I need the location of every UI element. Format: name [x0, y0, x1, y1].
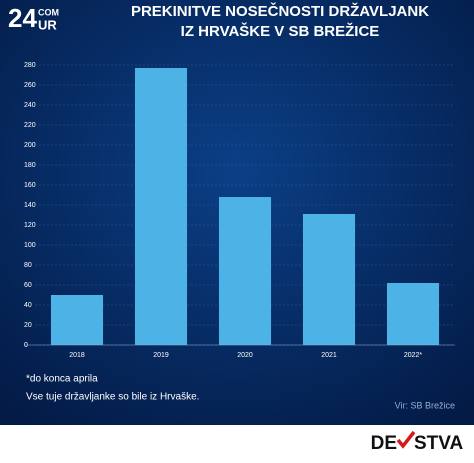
chart-title: PREKINITVE NOSEČNOSTI DRŽAVLJANK: [131, 2, 429, 20]
brand-check: [396, 430, 416, 449]
logo-bottom: UR: [38, 17, 57, 32]
chart-title: IZ HRVAŠKE V SB BREŽICE: [181, 22, 380, 40]
y-tick-label: 200: [24, 142, 36, 149]
y-tick-label: 60: [24, 282, 32, 289]
y-tick-label: 120: [24, 222, 36, 229]
bar: [218, 197, 272, 345]
y-tick-label: 80: [24, 262, 32, 269]
footer-bar: [0, 425, 474, 463]
source: Vir: SB Brežice: [395, 400, 455, 410]
x-tick-label: 2022*: [404, 352, 423, 359]
bar: [302, 214, 356, 345]
brand-left: DE: [371, 433, 397, 454]
y-tick-label: 160: [24, 182, 36, 189]
note: Vse tuje državljanke so bile iz Hrvaške.: [26, 392, 199, 403]
y-tick-label: 0: [24, 342, 28, 349]
bar: [134, 68, 188, 345]
y-tick-label: 140: [24, 202, 36, 209]
footnote: *do konca aprila: [26, 374, 98, 385]
logo-number: 24: [8, 3, 37, 33]
x-tick-label: 2021: [321, 352, 337, 359]
y-tick-label: 20: [24, 322, 32, 329]
brand-right: STVA: [414, 433, 464, 454]
y-tick-label: 260: [24, 82, 36, 89]
y-tick-label: 100: [24, 242, 36, 249]
y-tick-label: 220: [24, 122, 36, 129]
y-tick-label: 180: [24, 162, 36, 169]
y-tick-label: 240: [24, 102, 36, 109]
y-tick-label: 40: [24, 302, 32, 309]
x-tick-label: 2019: [153, 352, 169, 359]
bar: [386, 283, 440, 345]
x-tick-label: 2020: [237, 352, 253, 359]
logo-top: COM: [38, 7, 59, 17]
x-tick-label: 2018: [69, 352, 85, 359]
y-tick-label: 280: [24, 62, 36, 69]
bar: [50, 295, 104, 345]
